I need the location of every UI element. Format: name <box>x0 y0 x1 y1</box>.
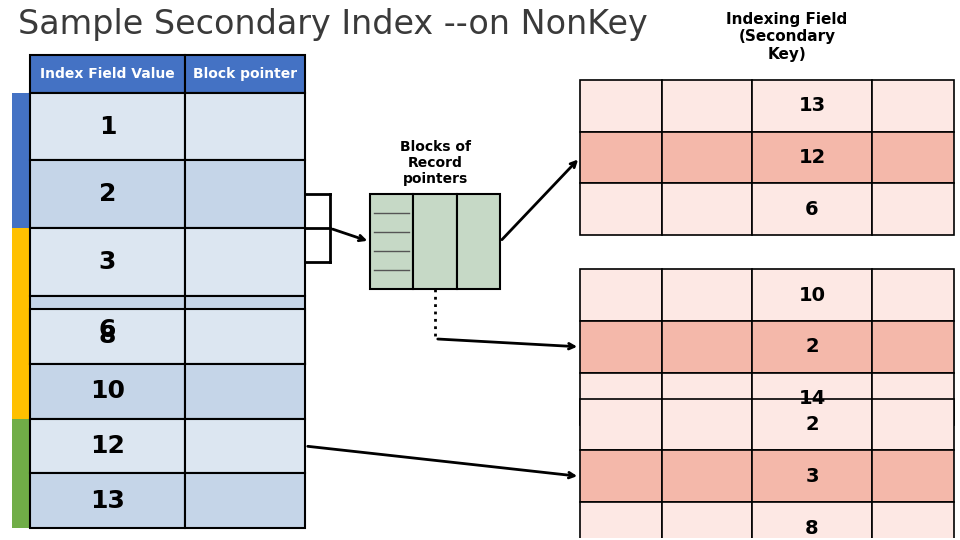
Text: 6: 6 <box>99 318 116 342</box>
Bar <box>185 309 305 364</box>
Bar <box>752 502 872 540</box>
Bar <box>12 474 30 528</box>
Bar <box>30 296 185 364</box>
Bar <box>185 364 305 418</box>
Text: 6: 6 <box>805 200 819 219</box>
Bar <box>662 321 752 373</box>
Bar <box>580 132 662 184</box>
Bar <box>580 373 662 424</box>
Bar <box>752 450 872 502</box>
Text: 3: 3 <box>805 467 819 486</box>
Text: Block pointer: Block pointer <box>193 67 297 81</box>
Bar <box>30 55 185 93</box>
Text: 13: 13 <box>799 96 826 115</box>
Text: Indexing Field
(Secondary
Key): Indexing Field (Secondary Key) <box>727 12 848 62</box>
Bar <box>662 450 752 502</box>
Bar <box>580 184 662 235</box>
Text: Sample Secondary Index --on NonKey: Sample Secondary Index --on NonKey <box>18 8 648 41</box>
Bar <box>185 474 305 528</box>
Bar <box>185 228 305 296</box>
Bar <box>185 296 305 364</box>
Text: 13: 13 <box>90 489 125 513</box>
Bar <box>752 321 872 373</box>
Bar <box>580 502 662 540</box>
Bar <box>872 450 954 502</box>
Bar <box>872 184 954 235</box>
Text: 10: 10 <box>799 286 826 305</box>
Bar <box>662 80 752 132</box>
Bar <box>185 55 305 93</box>
Bar <box>185 418 305 474</box>
Text: 8: 8 <box>99 325 116 348</box>
Bar <box>580 80 662 132</box>
Bar <box>752 80 872 132</box>
Bar <box>662 399 752 450</box>
Bar <box>30 160 185 228</box>
Text: 2: 2 <box>99 183 116 206</box>
Bar <box>662 502 752 540</box>
Text: 2: 2 <box>805 338 819 356</box>
Bar <box>12 93 30 160</box>
Bar <box>30 418 185 474</box>
Bar <box>30 93 185 160</box>
Bar <box>752 269 872 321</box>
Bar <box>30 474 185 528</box>
Bar <box>872 269 954 321</box>
Bar <box>12 228 30 296</box>
Text: 12: 12 <box>90 434 125 458</box>
Bar <box>752 399 872 450</box>
Bar <box>662 269 752 321</box>
Bar <box>662 184 752 235</box>
Bar <box>752 184 872 235</box>
Bar <box>872 80 954 132</box>
Text: 10: 10 <box>90 379 125 403</box>
Bar <box>872 321 954 373</box>
Text: 3: 3 <box>99 250 116 274</box>
Bar <box>872 502 954 540</box>
Bar <box>872 399 954 450</box>
Bar <box>580 321 662 373</box>
Bar <box>12 160 30 228</box>
Text: 1: 1 <box>99 114 116 139</box>
Text: 14: 14 <box>799 389 826 408</box>
Bar <box>30 364 185 418</box>
Bar <box>580 399 662 450</box>
Text: Index Field Value: Index Field Value <box>40 67 175 81</box>
Bar <box>12 296 30 364</box>
Text: 2: 2 <box>805 415 819 434</box>
Text: 12: 12 <box>799 148 826 167</box>
Bar <box>30 309 185 364</box>
Text: Blocks of
Record
pointers: Blocks of Record pointers <box>399 140 470 186</box>
Text: 8: 8 <box>805 519 819 538</box>
Bar <box>30 228 185 296</box>
Bar <box>752 373 872 424</box>
Bar <box>580 450 662 502</box>
Bar <box>414 194 457 289</box>
Bar <box>185 93 305 160</box>
Bar <box>580 269 662 321</box>
Bar <box>662 373 752 424</box>
Bar <box>872 373 954 424</box>
Bar <box>457 194 500 289</box>
Bar <box>662 132 752 184</box>
Bar <box>872 132 954 184</box>
Bar <box>12 418 30 474</box>
Bar <box>12 364 30 418</box>
Bar <box>752 132 872 184</box>
Bar <box>12 309 30 364</box>
Bar <box>185 160 305 228</box>
Bar <box>370 194 414 289</box>
